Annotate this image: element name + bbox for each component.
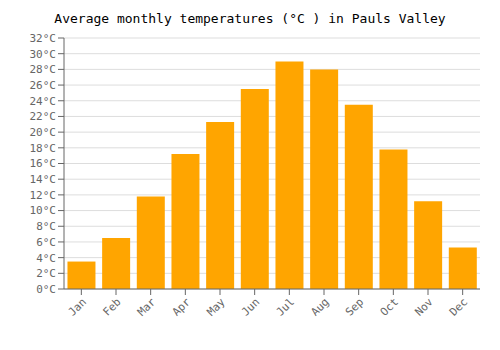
svg-text:Dec: Dec: [447, 295, 470, 318]
svg-text:28°C: 28°C: [30, 63, 57, 76]
svg-text:Sep: Sep: [343, 295, 366, 318]
svg-text:18°C: 18°C: [30, 142, 57, 155]
svg-text:Oct: Oct: [378, 295, 401, 318]
svg-text:30°C: 30°C: [30, 48, 57, 61]
svg-text:Jul: Jul: [274, 295, 297, 318]
svg-text:Apr: Apr: [170, 295, 194, 319]
svg-text:6°C: 6°C: [36, 236, 56, 249]
svg-text:Jan: Jan: [66, 295, 89, 318]
svg-text:32°C: 32°C: [30, 32, 57, 45]
svg-text:Jun: Jun: [239, 295, 262, 318]
svg-text:Mar: Mar: [135, 295, 159, 319]
svg-text:26°C: 26°C: [30, 79, 57, 92]
svg-text:20°C: 20°C: [30, 126, 57, 139]
svg-text:0°C: 0°C: [36, 283, 56, 296]
svg-text:May: May: [204, 295, 228, 319]
svg-text:24°C: 24°C: [30, 95, 57, 108]
svg-text:4°C: 4°C: [36, 252, 56, 265]
svg-text:8°C: 8°C: [36, 220, 56, 233]
svg-text:12°C: 12°C: [30, 189, 57, 202]
svg-text:14°C: 14°C: [30, 173, 57, 186]
svg-text:2°C: 2°C: [36, 267, 56, 280]
svg-text:10°C: 10°C: [30, 204, 57, 217]
svg-text:16°C: 16°C: [30, 157, 57, 170]
html-text:Average monthly temperatures (: Average monthly temperatures (°C ) in Pa…: [54, 11, 446, 26]
svg-text:22°C: 22°C: [30, 110, 57, 123]
svg-text:Nov: Nov: [412, 295, 436, 319]
svg-text:Aug: Aug: [308, 295, 331, 318]
svg-text:Feb: Feb: [100, 295, 123, 318]
